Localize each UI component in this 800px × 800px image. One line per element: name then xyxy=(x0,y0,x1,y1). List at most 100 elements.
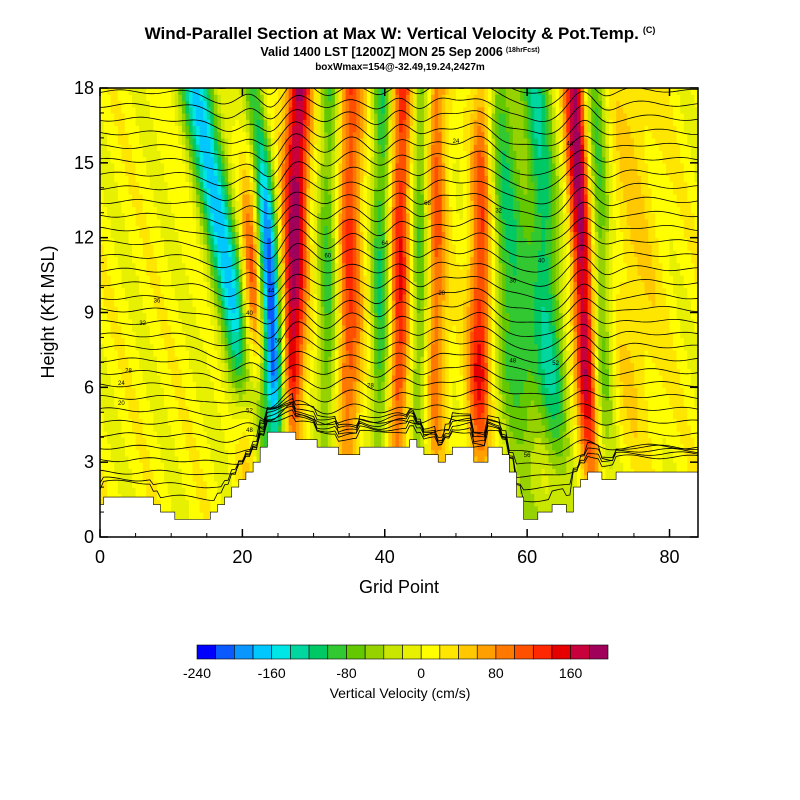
isentrope-line xyxy=(100,346,698,375)
colorbar-swatch xyxy=(514,644,534,660)
x-axis-title: Grid Point xyxy=(359,577,439,597)
y-tick-label: 18 xyxy=(74,78,94,98)
colorbar-swatch xyxy=(420,644,441,660)
isentrope-line xyxy=(100,174,698,205)
colorbar-swatch xyxy=(271,644,291,660)
colorbar-swatch xyxy=(570,644,590,660)
isentrope-line xyxy=(100,409,698,491)
isentrope-line xyxy=(100,51,698,80)
isentrope-line xyxy=(100,397,698,445)
isentrope-line xyxy=(100,256,698,287)
colorbar-title: Vertical Velocity (cm/s) xyxy=(330,685,471,701)
isentrope-line xyxy=(100,387,698,409)
isentrope-label: 48 xyxy=(510,358,517,364)
terrain-mask xyxy=(100,431,698,537)
isentrope-line xyxy=(100,401,698,456)
colorbar-swatch xyxy=(439,644,459,660)
isentrope-label: 32 xyxy=(139,321,146,327)
isentrope-label: 60 xyxy=(324,254,331,260)
isentrope-line xyxy=(100,228,698,260)
colorbar-tick-label: -80 xyxy=(336,665,356,681)
colorbar-swatch xyxy=(346,644,366,660)
colorbar: -240 -160 -80 0 80 160 xyxy=(183,644,609,681)
isentrope-line xyxy=(100,400,698,422)
isentrope-line xyxy=(100,146,698,177)
isentrope-label: 32 xyxy=(495,209,502,215)
colorbar-swatch xyxy=(551,644,571,660)
isentrope-label: 36 xyxy=(510,279,517,285)
y-tick-label: 6 xyxy=(84,377,94,397)
y-tick-label: 15 xyxy=(74,153,94,173)
colorbar-swatch xyxy=(252,644,273,660)
colorbar-swatch xyxy=(532,644,553,660)
y-axis-title: Height (Kft MSL) xyxy=(38,245,58,378)
isentrope-line xyxy=(100,374,698,396)
isentrope-line xyxy=(100,269,698,300)
isentrope-label: 28 xyxy=(125,368,132,374)
colorbar-tick-label: 80 xyxy=(488,665,504,681)
isentrope-line xyxy=(100,201,698,230)
colorbar-swatch xyxy=(364,644,385,660)
box-info-line: boxWmax=154@-32.49,19.24,2427m xyxy=(315,62,485,73)
isentrope-label: 68 xyxy=(424,201,431,207)
isentrope-line xyxy=(100,119,698,147)
isentrope-line xyxy=(100,360,698,385)
isentrope-line xyxy=(100,308,698,339)
colorbar-swatch xyxy=(308,644,329,660)
x-tick-label: 0 xyxy=(95,547,105,567)
x-tick-label: 40 xyxy=(375,547,395,567)
isentrope-label: 52 xyxy=(246,408,253,414)
colorbar-swatch xyxy=(196,644,216,660)
y-tick-label: 0 xyxy=(84,527,94,547)
colorbar-swatch xyxy=(476,644,497,660)
y-tick-label: 12 xyxy=(74,228,94,248)
isentrope-line xyxy=(100,88,698,109)
isentrope-line xyxy=(100,392,698,433)
colorbar-swatch xyxy=(290,644,310,660)
x-tick-label: 80 xyxy=(660,547,680,567)
colorbar-swatch xyxy=(383,644,403,660)
isentrope-line xyxy=(100,335,698,364)
isentrope-label: 48 xyxy=(246,428,253,434)
colorbar-swatch xyxy=(495,644,515,660)
colorbar-tick-label: -160 xyxy=(258,665,286,681)
isentrope-line xyxy=(100,104,698,135)
colorbar-swatch xyxy=(215,644,235,660)
isentrope-label: 40 xyxy=(538,259,545,265)
isentrope-line xyxy=(100,215,698,245)
chart-subtitle: Valid 1400 LST [1200Z] MON 25 Sep 2006 (1… xyxy=(260,45,540,59)
colorbar-swatch xyxy=(402,644,422,660)
colorbar-swatch xyxy=(327,644,347,660)
isentrope-line xyxy=(100,91,698,122)
colorbar-swatch xyxy=(234,644,254,660)
isentrope-line xyxy=(100,297,698,325)
isentrope-line xyxy=(100,414,698,503)
isentrope-label: 24 xyxy=(118,381,125,387)
x-tick-label: 60 xyxy=(517,547,537,567)
terrain-profile xyxy=(100,431,698,537)
chart-title: Wind-Parallel Section at Max W: Vertical… xyxy=(144,24,656,43)
isentrope-label: 64 xyxy=(381,241,388,247)
y-tick-label: 3 xyxy=(84,452,94,472)
isentrope-label: 20 xyxy=(438,291,445,297)
isentrope-line xyxy=(100,161,698,191)
isentrope-label: 28 xyxy=(367,383,374,389)
isentrope-label: 56 xyxy=(275,338,282,344)
isentrope-line xyxy=(100,133,698,163)
isentrope-line xyxy=(100,405,698,478)
isentrope-line xyxy=(100,283,698,312)
isentrope-label: 44 xyxy=(268,289,275,295)
colorbar-swatch xyxy=(589,644,609,660)
colorbar-swatch xyxy=(458,644,478,660)
isentrope-label: 24 xyxy=(453,139,460,145)
x-tick-label: 20 xyxy=(232,547,252,567)
colorbar-tick-label: -240 xyxy=(183,665,211,681)
y-tick-label: 9 xyxy=(84,303,94,323)
isentrope-line xyxy=(100,321,698,352)
isentrope-label: 44 xyxy=(567,141,574,147)
isentrope-label: 56 xyxy=(524,453,531,459)
isentrope-label: 20 xyxy=(118,401,125,407)
isentrope-contours: 20 24 28 32 36 40 44 48 52 56 60 64 68 20 24 28 32 36 40 44… xyxy=(100,51,698,503)
